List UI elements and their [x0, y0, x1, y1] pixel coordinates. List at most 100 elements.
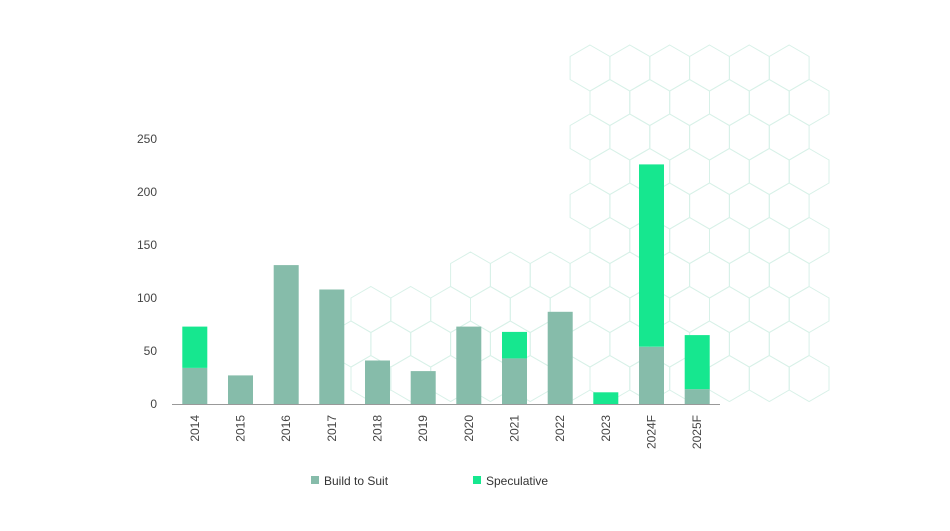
x-tick-label: 2018	[371, 415, 385, 442]
hexagon-shape	[589, 78, 631, 127]
y-axis: 0 50 100 150 200 250	[137, 132, 157, 411]
x-tick-label: 2023	[599, 415, 613, 442]
hexagon-shape	[589, 285, 631, 334]
x-tick-label: 2016	[279, 415, 293, 442]
bar-build-to-suit-2017	[319, 289, 345, 404]
bar-speculative-2024F	[639, 164, 664, 347]
hexagon-shape	[709, 78, 750, 127]
y-tick-label: 50	[144, 344, 158, 358]
bar-build-to-suit-2024F	[639, 346, 664, 404]
hexagon-shape	[529, 251, 571, 299]
x-tick-label: 2024F	[645, 415, 659, 449]
hexagon-shape	[748, 216, 790, 265]
x-axis: 2014 2015 2016 2017 2018 2019 2020 2021 2022 2023…	[172, 404, 720, 449]
y-tick-label: 100	[137, 291, 157, 305]
hexagon-shape	[470, 285, 511, 334]
bar-speculative-2025F	[684, 335, 710, 390]
bar-build-to-suit-2015	[228, 375, 253, 404]
hexagon-shape	[748, 147, 790, 196]
hexagon-shape	[609, 44, 651, 92]
x-tick-label: 2020	[462, 415, 476, 442]
x-tick-label: 2025F	[690, 415, 704, 449]
hexagon-shape	[748, 285, 790, 334]
bar-speculative-2023	[593, 392, 619, 404]
legend-label-build-to-suit: Build to Suit	[324, 474, 389, 488]
hexagon-shape	[768, 182, 810, 230]
hexagon-shape	[768, 251, 810, 299]
hexagon-shape	[768, 320, 810, 368]
hexagon-shape	[609, 113, 651, 161]
y-tick-label: 200	[137, 185, 157, 199]
hexagon-shape	[788, 147, 830, 196]
bar-series-group	[182, 164, 710, 404]
bar-build-to-suit-2014	[182, 368, 208, 404]
bar-speculative-2014	[182, 326, 208, 368]
hexagon-shape	[689, 182, 730, 230]
bar-build-to-suit-2025F	[684, 389, 710, 404]
hexagon-shape	[569, 320, 611, 368]
bar-build-to-suit-2020	[456, 326, 482, 404]
bar-build-to-suit-2021	[502, 358, 527, 404]
legend-swatch-build-to-suit	[311, 476, 319, 484]
x-tick-label: 2017	[325, 415, 339, 442]
hexagon-shape	[390, 285, 432, 334]
hexagon-shape	[788, 216, 830, 265]
hexagon-shape	[669, 216, 710, 265]
hexagon-background-pattern	[330, 44, 830, 403]
y-tick-label: 150	[137, 238, 157, 252]
hexagon-shape	[748, 354, 790, 403]
hexagon-shape	[410, 320, 452, 368]
x-tick-label: 2014	[188, 415, 202, 442]
x-tick-label: 2021	[508, 415, 522, 442]
hexagon-shape	[689, 44, 730, 92]
bar-build-to-suit-2016	[273, 265, 299, 404]
hexagon-shape	[569, 44, 611, 92]
bar-build-to-suit-2022	[547, 311, 573, 404]
hexagon-shape	[768, 113, 810, 161]
hexagon-shape	[709, 285, 750, 334]
legend-swatch-speculative	[473, 476, 481, 484]
bar-build-to-suit-2019	[410, 371, 436, 404]
x-tick-label: 2022	[553, 415, 567, 442]
hexagon-shape	[728, 44, 770, 92]
hexagon-shape	[689, 113, 730, 161]
hexagon-shape	[569, 251, 611, 299]
hexagon-shape	[728, 320, 770, 368]
hexagon-shape	[728, 113, 770, 161]
hexagon-shape	[669, 147, 710, 196]
y-tick-label: 0	[150, 397, 157, 411]
hexagon-shape	[709, 216, 750, 265]
hexagon-shape	[370, 320, 412, 368]
hexagon-shape	[709, 147, 750, 196]
hexagon-shape	[589, 216, 631, 265]
hexagon-shape	[728, 182, 770, 230]
hexagon-shape	[669, 78, 710, 127]
hexagon-shape	[629, 78, 671, 127]
hexagon-shape	[709, 354, 750, 403]
hexagon-shape	[430, 285, 471, 334]
hexagon-shape	[489, 251, 531, 299]
hexagon-shape	[689, 251, 730, 299]
legend-label-speculative: Speculative	[486, 474, 548, 488]
hexagon-shape	[669, 285, 710, 334]
bar-speculative-2021	[502, 331, 527, 359]
hexagon-shape	[788, 354, 830, 403]
hexagon-shape	[569, 182, 611, 230]
hexagon-shape	[589, 147, 631, 196]
bar-build-to-suit-2018	[365, 360, 390, 404]
hexagon-shape	[649, 113, 691, 161]
x-tick-label: 2015	[234, 415, 248, 442]
hexagon-shape	[788, 78, 830, 127]
hexagon-shape	[748, 78, 790, 127]
hexagon-shape	[788, 285, 830, 334]
hexagon-shape	[350, 285, 392, 334]
hexagon-shape	[768, 44, 810, 92]
legend: Build to Suit Speculative	[311, 474, 548, 488]
hexagon-shape	[509, 285, 551, 334]
hexagon-shape	[450, 251, 491, 299]
hexagon-shape	[649, 44, 691, 92]
x-tick-label: 2019	[416, 415, 430, 442]
hexagon-shape	[728, 251, 770, 299]
hexagon-shape	[569, 113, 611, 161]
